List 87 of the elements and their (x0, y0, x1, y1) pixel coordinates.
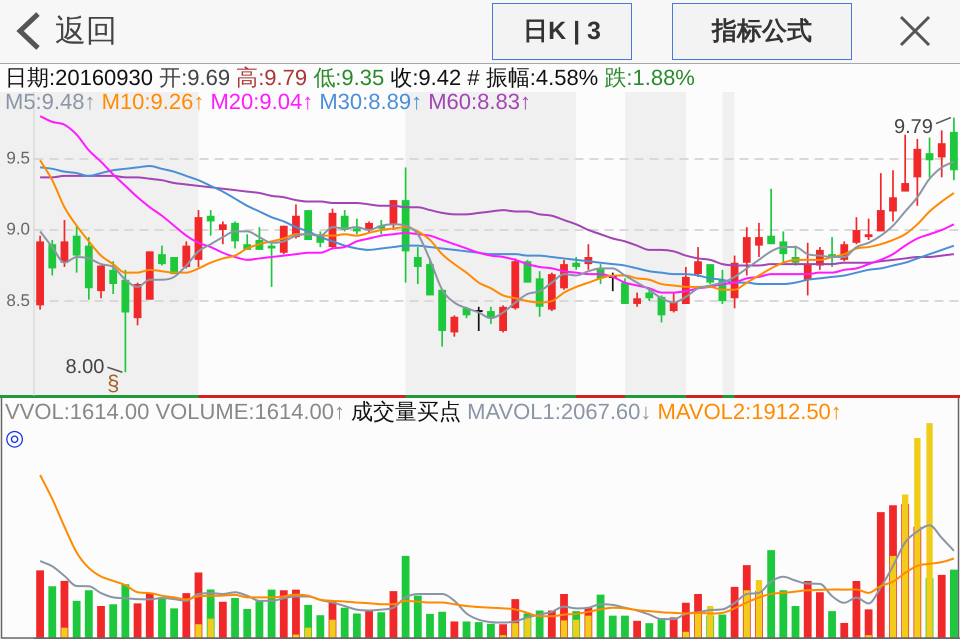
button: 日K | 3 (492, 3, 632, 60)
y-tick-label: 8.5 (6, 290, 30, 310)
bar (682, 632, 690, 638)
bar (621, 616, 629, 638)
bar (121, 584, 130, 638)
bar (340, 608, 349, 638)
bar (170, 608, 178, 638)
y-tick-label: 9.0 (6, 220, 30, 239)
y-tick-label: 9.5 (6, 148, 30, 168)
bar (487, 624, 495, 638)
bar (438, 612, 446, 638)
bar (914, 438, 921, 638)
text: 返回 (55, 12, 117, 50)
bar (633, 620, 642, 638)
bar (474, 622, 483, 638)
bar (316, 615, 324, 638)
bar (218, 602, 227, 638)
bar (84, 590, 93, 638)
bar (792, 606, 800, 638)
bar (109, 604, 118, 638)
bar (840, 622, 848, 638)
bar (767, 550, 776, 638)
bar (329, 620, 336, 638)
chart-title: VVOL:1614.00 VOLUME:1614.00↑ 成交量买点 (5, 399, 462, 424)
bar (268, 590, 276, 638)
text: M5:9.48↑ (5, 89, 96, 114)
bar (243, 608, 252, 638)
bar (256, 601, 264, 638)
bar (645, 623, 654, 638)
bar (828, 611, 836, 638)
bar (694, 614, 702, 638)
bar (718, 614, 726, 638)
bar (500, 635, 506, 638)
bar (926, 423, 933, 638)
annotation: 8.00 (65, 356, 104, 378)
text: MAVOL2:1912.50↑ (658, 399, 842, 424)
bar (512, 623, 518, 638)
bar (450, 621, 458, 638)
text: M20:9.04↑ (210, 89, 314, 114)
bar (426, 614, 434, 638)
bar (134, 603, 142, 638)
bar (876, 512, 885, 638)
bar (852, 581, 860, 638)
chart-title: 日期:20160930 开:9.69 高:9.79 低:9.35 收:9.42 # 振幅:4.58% 跌:1.88% (5, 65, 695, 90)
bar (560, 620, 568, 638)
bar (730, 586, 738, 638)
candlestick (926, 138, 934, 178)
bar (744, 590, 750, 638)
bar (36, 570, 44, 638)
bar (524, 618, 531, 638)
text: ◎ (5, 425, 24, 451)
bar (365, 611, 373, 638)
bar (779, 590, 788, 638)
bar (195, 624, 202, 638)
bar (304, 628, 312, 638)
bar (208, 618, 214, 638)
bar (352, 614, 361, 638)
bar (414, 596, 422, 638)
bar (158, 597, 166, 638)
text: M30:8.89↑ (319, 89, 422, 114)
bar (938, 574, 946, 638)
bar (816, 592, 824, 638)
button: 指标公式 (672, 3, 852, 60)
bar (390, 591, 398, 638)
bar (596, 594, 604, 638)
bar (658, 618, 666, 638)
bar (573, 620, 580, 638)
bar (902, 494, 908, 638)
bar (72, 600, 81, 638)
candlestick (268, 241, 276, 287)
bar (377, 612, 386, 638)
bar (231, 598, 239, 638)
text: M10:9.26↑ (102, 89, 204, 114)
text: M60:8.83↑ (428, 89, 531, 114)
bar (585, 616, 592, 638)
bar (950, 570, 958, 638)
bar (48, 586, 56, 638)
bar (61, 628, 68, 638)
bar (864, 609, 873, 638)
bar (865, 635, 872, 638)
text: MAVOL1:2067.60↓ (467, 399, 652, 424)
bar (462, 621, 470, 638)
bar (402, 556, 410, 638)
bar (608, 616, 617, 638)
annotation: 9.79 (894, 116, 933, 138)
bar (97, 606, 105, 638)
annotation: § (107, 370, 120, 396)
